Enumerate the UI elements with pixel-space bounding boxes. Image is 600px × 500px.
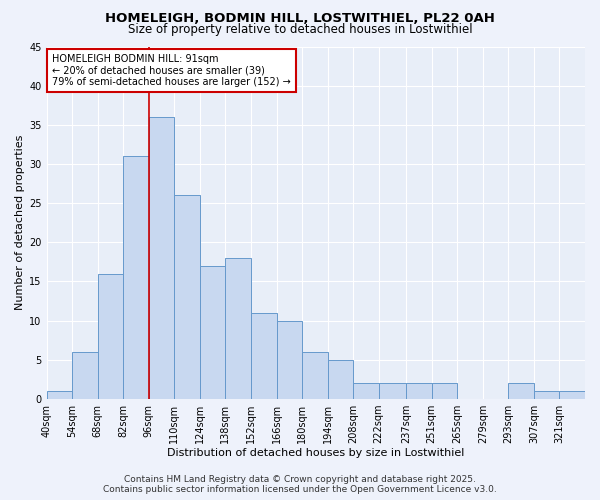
Text: HOMELEIGH, BODMIN HILL, LOSTWITHIEL, PL22 0AH: HOMELEIGH, BODMIN HILL, LOSTWITHIEL, PL2… (105, 12, 495, 26)
Bar (72, 352, 98, 399)
Bar (251, 313, 277, 399)
X-axis label: Distribution of detached houses by size in Lostwithiel: Distribution of detached houses by size … (167, 448, 464, 458)
Bar (508, 384, 534, 399)
Bar (328, 360, 353, 399)
Bar (149, 117, 175, 399)
Bar (559, 391, 585, 399)
Bar (200, 266, 226, 399)
Bar (406, 384, 431, 399)
Text: HOMELEIGH BODMIN HILL: 91sqm
← 20% of detached houses are smaller (39)
79% of se: HOMELEIGH BODMIN HILL: 91sqm ← 20% of de… (52, 54, 290, 86)
Text: Size of property relative to detached houses in Lostwithiel: Size of property relative to detached ho… (128, 22, 472, 36)
Bar (175, 196, 200, 399)
Bar (47, 391, 72, 399)
Bar (431, 384, 457, 399)
Bar (534, 391, 559, 399)
Text: Contains HM Land Registry data © Crown copyright and database right 2025.
Contai: Contains HM Land Registry data © Crown c… (103, 474, 497, 494)
Bar (98, 274, 123, 399)
Bar (123, 156, 149, 399)
Y-axis label: Number of detached properties: Number of detached properties (15, 135, 25, 310)
Bar (226, 258, 251, 399)
Bar (353, 384, 379, 399)
Bar (302, 352, 328, 399)
Bar (277, 320, 302, 399)
Bar (379, 384, 406, 399)
